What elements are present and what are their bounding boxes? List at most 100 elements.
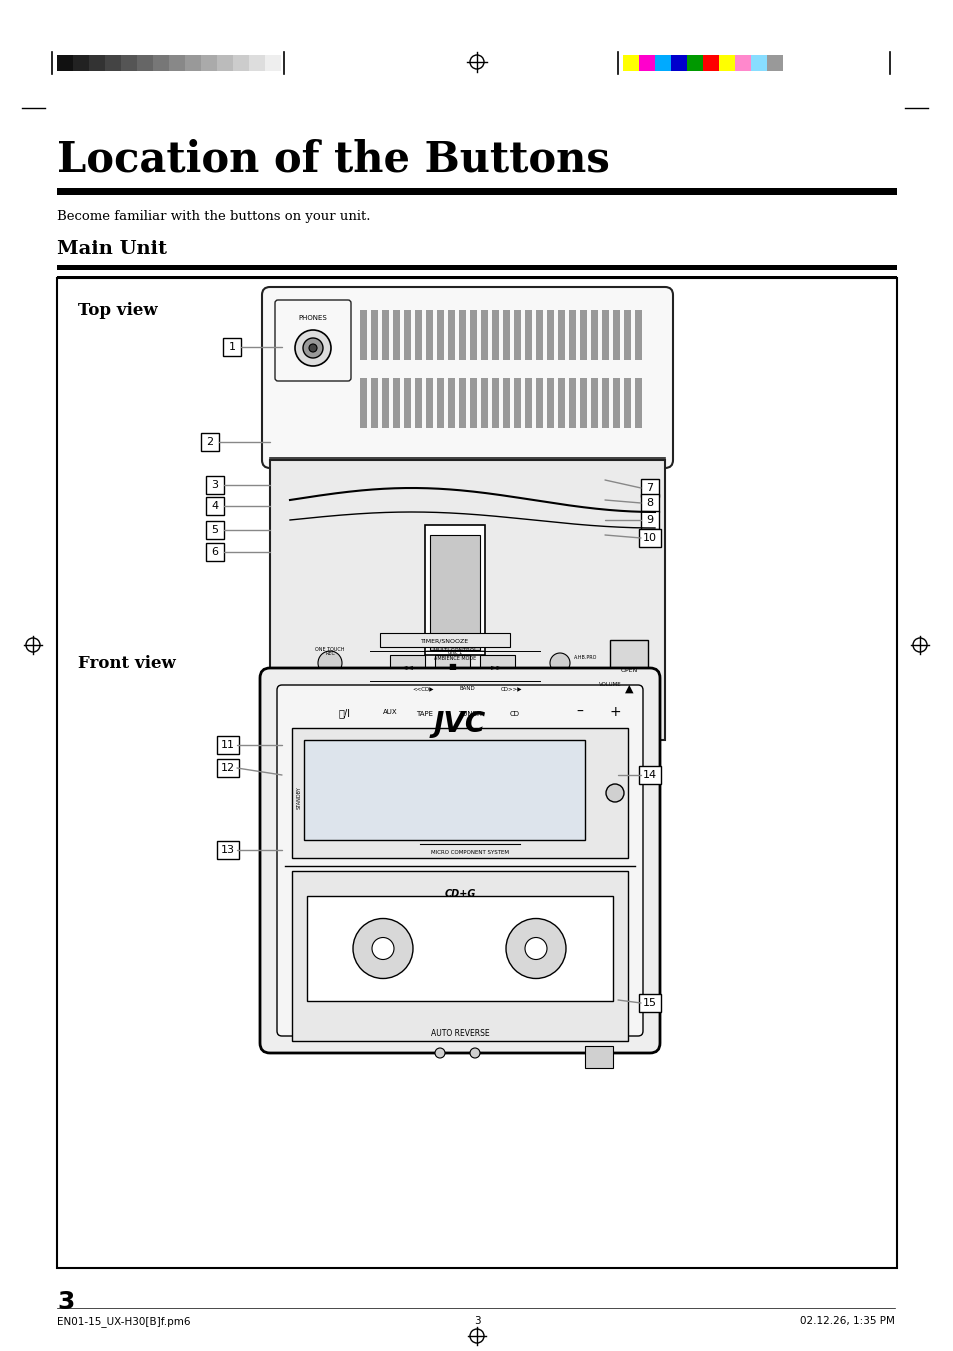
Bar (426, 378, 433, 428)
Bar (393, 309, 399, 359)
Bar (568, 378, 576, 428)
Text: — MULTI CONTROL —: — MULTI CONTROL — (425, 648, 484, 653)
Bar (734, 55, 750, 72)
Bar (105, 55, 121, 72)
Text: 1: 1 (229, 342, 235, 353)
Bar (403, 378, 411, 428)
FancyBboxPatch shape (260, 667, 659, 1052)
Bar (307, 896, 613, 1001)
Bar (390, 655, 424, 677)
Bar (579, 309, 586, 359)
Bar (536, 378, 542, 428)
Bar (613, 309, 619, 359)
Bar (622, 55, 639, 72)
Bar (609, 640, 647, 690)
Bar (436, 378, 443, 428)
Text: AUTO REVERSE: AUTO REVERSE (430, 1029, 489, 1038)
Text: ▲: ▲ (624, 684, 633, 694)
Bar (304, 740, 584, 840)
Bar (415, 378, 421, 428)
Bar (216, 759, 239, 777)
Bar (216, 736, 239, 754)
Bar (514, 309, 520, 359)
Bar (702, 55, 719, 72)
Text: TUNER: TUNER (457, 711, 481, 717)
Text: 9: 9 (646, 515, 653, 526)
Text: BAND: BAND (458, 686, 475, 690)
Text: 15: 15 (642, 998, 657, 1008)
Text: 11: 11 (221, 740, 234, 750)
Bar (393, 378, 399, 428)
FancyBboxPatch shape (276, 685, 642, 1036)
Text: 2: 2 (206, 436, 213, 447)
Bar (73, 55, 89, 72)
Bar (206, 543, 224, 561)
Bar (292, 871, 627, 1042)
Bar (206, 521, 224, 539)
Bar (448, 309, 455, 359)
Circle shape (470, 1048, 479, 1058)
Text: Main Unit: Main Unit (57, 240, 167, 258)
Bar (424, 526, 484, 655)
Text: Top view: Top view (78, 303, 157, 319)
Bar (249, 55, 265, 72)
Bar (601, 378, 608, 428)
Text: AUX: AUX (382, 709, 396, 715)
Bar (458, 378, 465, 428)
Bar (137, 55, 152, 72)
Bar (480, 309, 488, 359)
Text: 02.12.26, 1:35 PM: 02.12.26, 1:35 PM (800, 1316, 894, 1325)
Bar (57, 278, 896, 1269)
Text: 6: 6 (212, 547, 218, 557)
Bar (568, 309, 576, 359)
Circle shape (309, 345, 316, 353)
Text: disc 1
AMBIENCE MODE: disc 1 AMBIENCE MODE (434, 650, 476, 661)
Bar (57, 55, 73, 72)
Bar (453, 703, 486, 725)
Bar (415, 309, 421, 359)
Bar (201, 434, 219, 451)
Bar (265, 55, 281, 72)
Bar (514, 378, 520, 428)
Bar (524, 309, 532, 359)
Bar (579, 378, 586, 428)
Bar (270, 459, 664, 740)
Text: 3: 3 (212, 480, 218, 490)
Bar (639, 55, 655, 72)
Text: MICRO COMPONENT SYSTEM: MICRO COMPONENT SYSTEM (431, 850, 509, 855)
Circle shape (435, 1048, 444, 1058)
Bar (408, 703, 441, 725)
Text: REC: REC (325, 651, 335, 657)
Text: CD: CD (510, 711, 519, 717)
Bar (590, 378, 598, 428)
Bar (57, 265, 896, 270)
Circle shape (325, 692, 365, 732)
Text: A.HB.PRO: A.HB.PRO (574, 655, 597, 661)
Bar (216, 842, 239, 859)
Bar (686, 55, 702, 72)
Bar (57, 276, 896, 277)
Bar (635, 309, 641, 359)
Bar (613, 378, 619, 428)
Bar (470, 378, 476, 428)
Text: ◄◄: ◄◄ (400, 662, 413, 671)
Bar (381, 309, 389, 359)
Bar (233, 55, 249, 72)
Text: +: + (609, 705, 620, 719)
Bar (502, 309, 510, 359)
Bar (546, 309, 554, 359)
Text: CD>>▶: CD>>▶ (500, 686, 522, 690)
Circle shape (317, 651, 341, 676)
Text: 3: 3 (474, 1316, 479, 1325)
Text: OPEN: OPEN (619, 667, 637, 673)
Bar (470, 309, 476, 359)
Bar (371, 309, 377, 359)
Bar (640, 511, 659, 530)
Circle shape (353, 919, 413, 978)
Bar (601, 309, 608, 359)
Text: STANDBY: STANDBY (296, 786, 302, 809)
Bar (558, 378, 564, 428)
Bar (359, 378, 367, 428)
Text: 10: 10 (642, 534, 657, 543)
Text: ⏻/I: ⏻/I (338, 708, 351, 717)
